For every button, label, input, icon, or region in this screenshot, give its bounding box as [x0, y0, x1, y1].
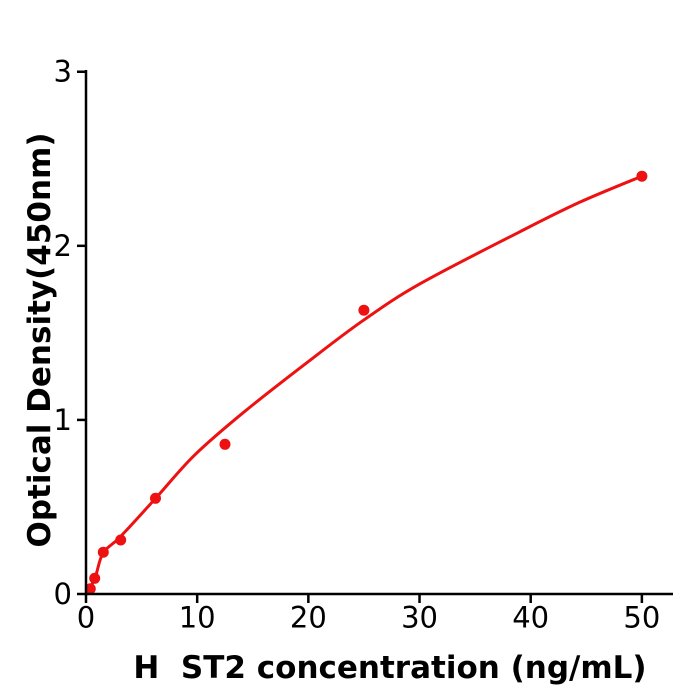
data-point	[89, 572, 101, 584]
data-point	[150, 492, 161, 504]
y-tick-label: 1	[54, 403, 72, 437]
data-point	[115, 534, 127, 546]
x-tick-label: 30	[401, 601, 438, 635]
y-tick-label: 3	[54, 55, 72, 89]
tick-labels-layer: 0 10 20 30 40 50 0 1 2 3	[54, 55, 661, 635]
x-tick-label: 40	[512, 601, 549, 635]
data-point	[358, 304, 370, 316]
data-point	[97, 546, 109, 558]
x-tick-label: 10	[179, 601, 216, 635]
data-point	[84, 583, 96, 595]
x-tick-label: 0	[77, 601, 95, 635]
fit-curve-path	[84, 174, 644, 596]
data-point	[219, 438, 231, 450]
data-point	[636, 170, 648, 182]
y-tick-label: 2	[54, 229, 72, 263]
axes-layer	[77, 70, 673, 603]
fit-curve-layer	[84, 174, 644, 596]
axis-spines	[84, 70, 673, 596]
y-axis-title: Optical Density(450nm)	[22, 132, 58, 547]
data-points-layer	[84, 170, 648, 595]
x-tick-label: 20	[290, 601, 327, 635]
y-tick-label: 0	[54, 577, 72, 611]
x-tick-label: 50	[623, 601, 660, 635]
x-axis-title: H ST2 concentration (ng/mL)	[133, 650, 646, 686]
